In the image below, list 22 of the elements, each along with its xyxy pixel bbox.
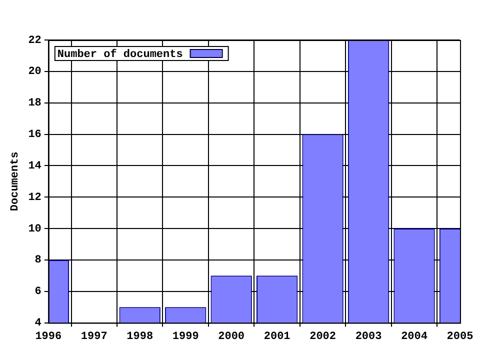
- y-tick-label: 4: [34, 318, 42, 330]
- y-axis-title: Documents: [9, 152, 22, 212]
- y-tick-label: 6: [34, 286, 42, 298]
- y-tick-label: 10: [28, 223, 42, 236]
- y-tick-label: 14: [28, 160, 42, 172]
- y-tick-label: 8: [34, 254, 42, 267]
- y-tick-label: 18: [28, 98, 42, 110]
- x-tick-label: 2001: [264, 331, 291, 344]
- x-tick-label: 1997: [80, 331, 108, 344]
- y-tick-label: 22: [28, 34, 42, 47]
- x-tick-label: 2005: [446, 331, 474, 344]
- y-tick-label: 12: [28, 192, 42, 204]
- x-tick-label: 1998: [126, 331, 154, 344]
- x-tick-label: 2004: [401, 331, 428, 344]
- x-tick-label: 1999: [172, 331, 199, 344]
- legend-label: Number of documents: [57, 48, 183, 61]
- x-tick-label: 2000: [218, 331, 245, 344]
- y-tick-label: 20: [28, 66, 42, 78]
- y-tick-label: 16: [28, 129, 42, 142]
- x-tick-label: 2002: [310, 331, 336, 344]
- x-tick-label: 2003: [355, 331, 382, 344]
- x-tick-label: 1996: [35, 331, 62, 344]
